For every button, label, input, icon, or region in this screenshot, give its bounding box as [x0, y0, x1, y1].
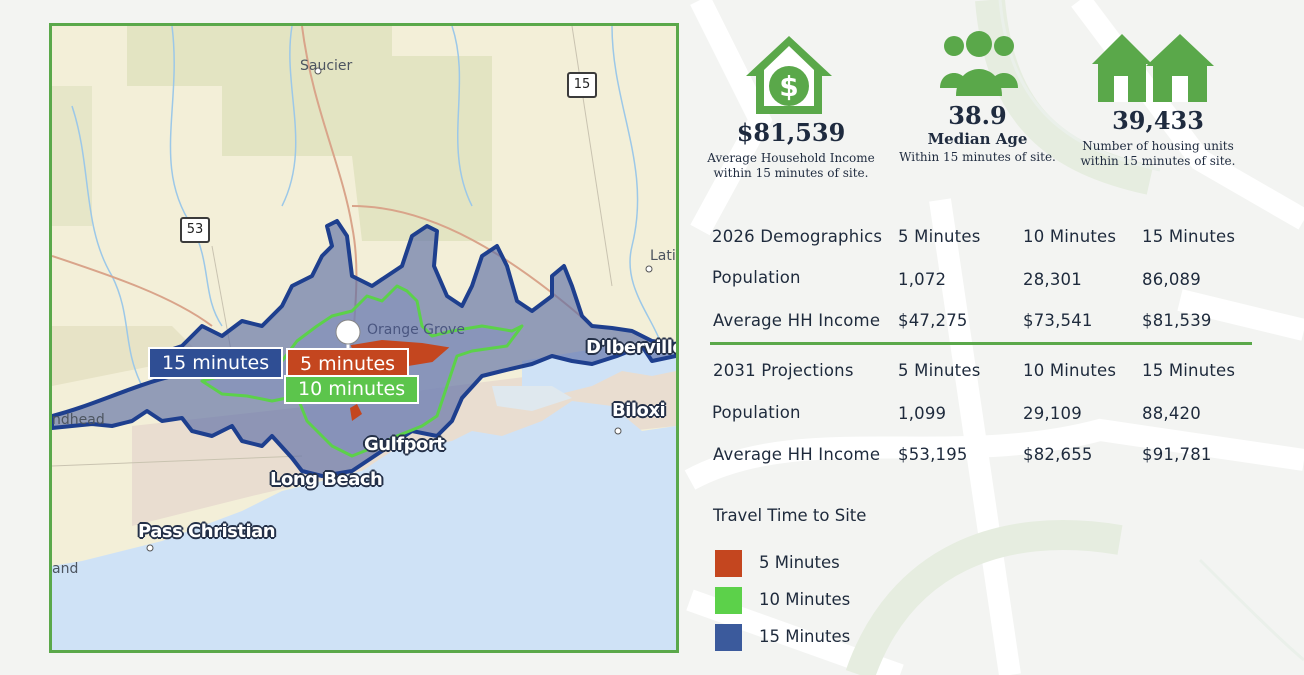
stat-median-age: 38.9 Median Age Within 15 minutes of sit…: [895, 101, 1060, 165]
proj-col-15-minutes: 15 Minutes: [1142, 361, 1236, 380]
age-value: 38.9: [948, 101, 1007, 130]
income-15min: $81,539: [1142, 311, 1212, 330]
proj-income-10min: $82,655: [1023, 445, 1093, 464]
place-long-beach: Long Beach: [270, 469, 383, 490]
place-latimer: Lati: [650, 248, 676, 264]
row-income-label: Average HH Income: [713, 311, 881, 330]
housing-label-line2: within 15 minutes of site.: [1080, 154, 1236, 168]
col-15-minutes: 15 Minutes: [1142, 227, 1236, 246]
table-divider: [710, 342, 1252, 345]
demographics-2026-title: 2026 Demographics: [712, 227, 883, 246]
proj-col-10-minutes: 10 Minutes: [1023, 361, 1117, 380]
legend-label-15-minutes: 15 Minutes: [759, 627, 851, 646]
population-15min: 86,089: [1142, 270, 1201, 289]
population-10min: 28,301: [1023, 270, 1082, 289]
proj-population-5min: 1,099: [898, 404, 947, 423]
legend-label-10-minutes: 10 Minutes: [759, 590, 851, 609]
map-canvas[interactable]: [52, 26, 676, 650]
proj-row-income-label: Average HH Income: [713, 445, 881, 464]
stat-income: $81,539 Average Household Income within …: [700, 118, 882, 181]
label-15-minutes: 15 minutes: [148, 347, 284, 379]
row-population-label: Population: [712, 268, 801, 287]
housing-label-line1: Number of housing units: [1082, 139, 1234, 153]
col-10-minutes: 10 Minutes: [1023, 227, 1117, 246]
age-sub: Within 15 minutes of site.: [899, 150, 1056, 164]
proj-population-15min: 88,420: [1142, 404, 1201, 423]
income-10min: $73,541: [1023, 311, 1093, 330]
place-biloxi: Biloxi: [612, 400, 666, 421]
legend-label-5-minutes: 5 Minutes: [759, 553, 840, 572]
proj-col-5-minutes: 5 Minutes: [898, 361, 981, 380]
projections-2031-title: 2031 Projections: [713, 361, 854, 380]
house-dollar-icon: $: [746, 36, 832, 114]
income-value: $81,539: [736, 118, 846, 147]
proj-population-10min: 29,109: [1023, 404, 1082, 423]
housing-value: 39,433: [1112, 106, 1204, 135]
svg-text:$: $: [779, 70, 798, 103]
age-label: Median Age: [927, 130, 1028, 148]
legend-title: Travel Time to Site: [713, 506, 867, 525]
place-diamondhead: ndhead: [52, 412, 105, 428]
proj-row-population-label: Population: [712, 403, 801, 422]
place-pass-christian: Pass Christian: [138, 521, 276, 542]
col-5-minutes: 5 Minutes: [898, 227, 981, 246]
legend-swatch-10-minutes: [715, 587, 742, 614]
people-group-icon: [940, 31, 1018, 96]
travel-time-map[interactable]: Saucier Lati Orange Grove ndhead and D'I…: [49, 23, 679, 653]
income-label-line1: Average Household Income: [707, 151, 875, 165]
legend-swatch-5-minutes: [715, 550, 742, 577]
highway-15-shield: 15: [567, 72, 597, 98]
population-5min: 1,072: [898, 270, 947, 289]
place-gulfport: Gulfport: [364, 434, 445, 455]
income-5min: $47,275: [898, 311, 968, 330]
proj-income-15min: $91,781: [1142, 445, 1212, 464]
place-diberville: D'Iberville: [586, 337, 679, 358]
place-bay-st-louis: and: [52, 561, 79, 577]
income-label-line2: within 15 minutes of site.: [713, 166, 869, 180]
legend-swatch-15-minutes: [715, 624, 742, 651]
stat-housing-units: 39,433 Number of housing units within 15…: [1078, 106, 1238, 169]
highway-53-shield: 53: [180, 217, 210, 243]
two-houses-icon: [1092, 34, 1214, 102]
label-10-minutes: 10 minutes: [284, 375, 420, 404]
place-saucier: Saucier: [300, 58, 353, 74]
proj-income-5min: $53,195: [898, 445, 968, 464]
place-orange-grove: Orange Grove: [367, 322, 465, 338]
